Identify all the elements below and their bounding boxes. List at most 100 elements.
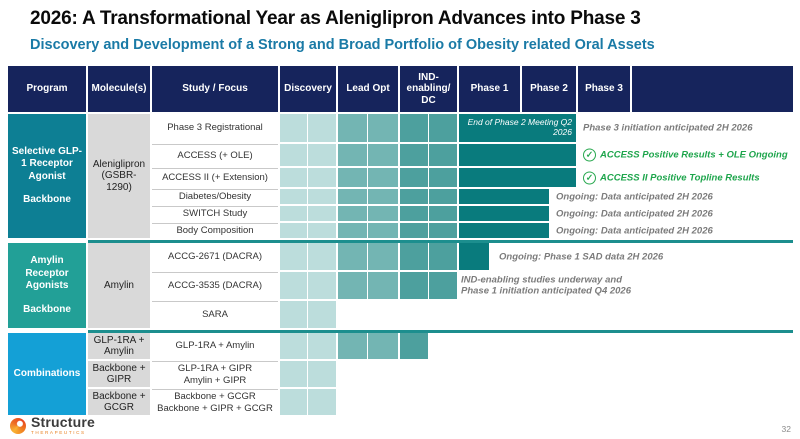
stage-segment: [429, 243, 457, 270]
pipeline-row: ACCESS (+ OLE) ✓ ACCESS Positive Results +…: [152, 144, 793, 166]
rows-column: GLP-1RA + Amylin GLP-1RA + GIPR Amylin + …: [152, 333, 793, 415]
program-cell: Selective GLP-1 Receptor Agonist Backbone: [8, 114, 86, 238]
phase-bar: [459, 168, 576, 187]
stage-segment: [429, 168, 457, 187]
stage-segment: [338, 243, 367, 270]
column-header: Lead Opt: [338, 66, 398, 112]
stage-segment: [280, 114, 307, 142]
annotation-text: ACCESS II Positive Topline Results: [600, 172, 760, 183]
study-cell: GLP-1RA + Amylin: [152, 333, 278, 359]
stage-segment: [400, 168, 428, 187]
stage-segment: [280, 333, 307, 359]
program-cell: Combinations: [8, 333, 86, 415]
stage-segment: [338, 144, 367, 166]
annotation: Ongoing: Phase 1 SAD data 2H 2026: [499, 251, 663, 262]
stage-segment: [338, 333, 367, 359]
pipeline-table: Program Molecule(s) Study / Focus Discovery…: [8, 66, 793, 415]
stage-segment: [280, 272, 307, 299]
stage-segment: [400, 223, 428, 238]
timeline-track: [280, 333, 793, 359]
annotation: IND-enabling studies underway and Phase …: [461, 274, 631, 297]
annotation-text: Phase 3 initiation anticipated 2H 2026: [583, 122, 753, 134]
study-cell: SARA: [152, 301, 278, 328]
pipeline-row: Body Composition Ongoing: Data anticipate…: [152, 223, 793, 238]
stage-segment: [429, 114, 457, 142]
program-label: Selective GLP-1 Receptor Agonist: [11, 145, 83, 182]
annotation-text: Ongoing: Data anticipated 2H 2026: [556, 208, 713, 219]
phase-bar: [459, 189, 549, 204]
timeline-track: Ongoing: Data anticipated 2H 2026: [280, 206, 793, 221]
stage-segment: [308, 114, 336, 142]
stage-segment: [400, 189, 428, 204]
timeline-track: [280, 301, 793, 328]
timeline-track: IND-enabling studies underway and Phase …: [280, 272, 793, 299]
annotation-text: Ongoing: Phase 1 SAD data 2H 2026: [499, 251, 664, 262]
molecule-column: Amylin: [88, 243, 150, 328]
program-label: Amylin Receptor Agonists: [25, 255, 69, 291]
stage-segment: [308, 272, 336, 299]
company-logo: Structure THERAPEUTICS: [10, 415, 95, 436]
stage-segment: [429, 206, 457, 221]
molecule-cell: Amylin: [88, 243, 150, 328]
pipeline-row: GLP-1RA + Amylin: [152, 333, 793, 359]
timeline-track: End of Phase 2 Meeting Q2 2026 Phase 3 in…: [280, 114, 793, 142]
stage-segment: [368, 168, 398, 187]
stage-segment: [338, 223, 367, 238]
table-header-row: Program Molecule(s) Study / Focus Discovery…: [8, 66, 793, 112]
stage-segment: [338, 272, 367, 299]
stage-segment: [338, 206, 367, 221]
pipeline-row: SARA: [152, 301, 793, 328]
stage-segment: [400, 114, 428, 142]
stage-segment: [308, 144, 336, 166]
timeline-track: Ongoing: Phase 1 SAD data 2H 2026: [280, 243, 793, 270]
study-cell: ACCESS (+ OLE): [152, 144, 278, 166]
program-cell: Amylin Receptor Agonists Backbone: [8, 243, 86, 328]
timeline-track: Ongoing: Data anticipated 2H 2026: [280, 223, 793, 238]
stage-segment: [400, 206, 428, 221]
timeline-track: Ongoing: Data anticipated 2H 2026: [280, 189, 793, 204]
column-header: Program: [8, 66, 86, 112]
annotation: Ongoing: Data anticipated 2H 2026: [556, 225, 713, 236]
stage-segment: [308, 389, 336, 415]
stage-segment: [368, 333, 398, 359]
stage-segment: [429, 272, 457, 299]
stage-segment: [280, 206, 307, 221]
phase-bar: [459, 206, 549, 221]
column-header: [632, 66, 793, 112]
pipeline-row: Diabetes/Obesity Ongoing: Data anticipate…: [152, 189, 793, 204]
stage-segment: [280, 301, 307, 328]
column-header: Molecule(s): [88, 66, 150, 112]
pipeline-row: ACCG-2671 (DACRA) Ongoing: Phase 1 SAD da…: [152, 243, 793, 270]
column-header: Phase 3: [578, 66, 630, 112]
section-body: Amylin ACCG-2671 (DACRA) Ongoing: Phase 1 …: [88, 240, 793, 328]
annotation: ✓ ACCESS II Positive Topline Results: [583, 171, 760, 184]
pipeline-row: GLP-1RA + GIPR Amylin + GIPR: [152, 361, 793, 387]
molecule-cell: Backbone + GCGR: [88, 389, 150, 415]
timeline-track: [280, 389, 793, 415]
stage-segment: [308, 206, 336, 221]
stage-segment: [368, 144, 398, 166]
column-header: Study / Focus: [152, 66, 278, 112]
pipeline-row: ACCG-3535 (DACRA) IND-enabling studies un…: [152, 272, 793, 299]
annotation-text: IND-enabling studies underway and Phase …: [461, 274, 632, 297]
stage-segment: [368, 243, 398, 270]
study-cell: Backbone + GCGR Backbone + GIPR + GCGR: [152, 389, 278, 415]
stage-segment: [308, 168, 336, 187]
stage-segment: [338, 189, 367, 204]
molecule-column: GLP-1RA + Amylin Backbone + GIPR Backbone …: [88, 333, 150, 415]
slide-subtitle: Discovery and Development of a Strong an…: [30, 37, 655, 53]
stage-segment: [368, 114, 398, 142]
stage-segment: [400, 272, 428, 299]
stage-segment: [338, 168, 367, 187]
stage-segment: [368, 189, 398, 204]
pipeline-section: Amylin Receptor Agonists Backbone Amylin AC…: [8, 240, 793, 328]
stage-segment: [280, 189, 307, 204]
stage-segment: [280, 144, 307, 166]
stage-segment: [280, 243, 307, 270]
timeline-track: ✓ ACCESS II Positive Topline Results: [280, 168, 793, 187]
stage-segment: [308, 333, 336, 359]
pipeline-row: Backbone + GCGR Backbone + GIPR + GCGR: [152, 389, 793, 415]
column-header: Phase 1: [459, 66, 520, 112]
pipeline-row: ACCESS II (+ Extension) ✓ ACCESS II Positi…: [152, 168, 793, 187]
